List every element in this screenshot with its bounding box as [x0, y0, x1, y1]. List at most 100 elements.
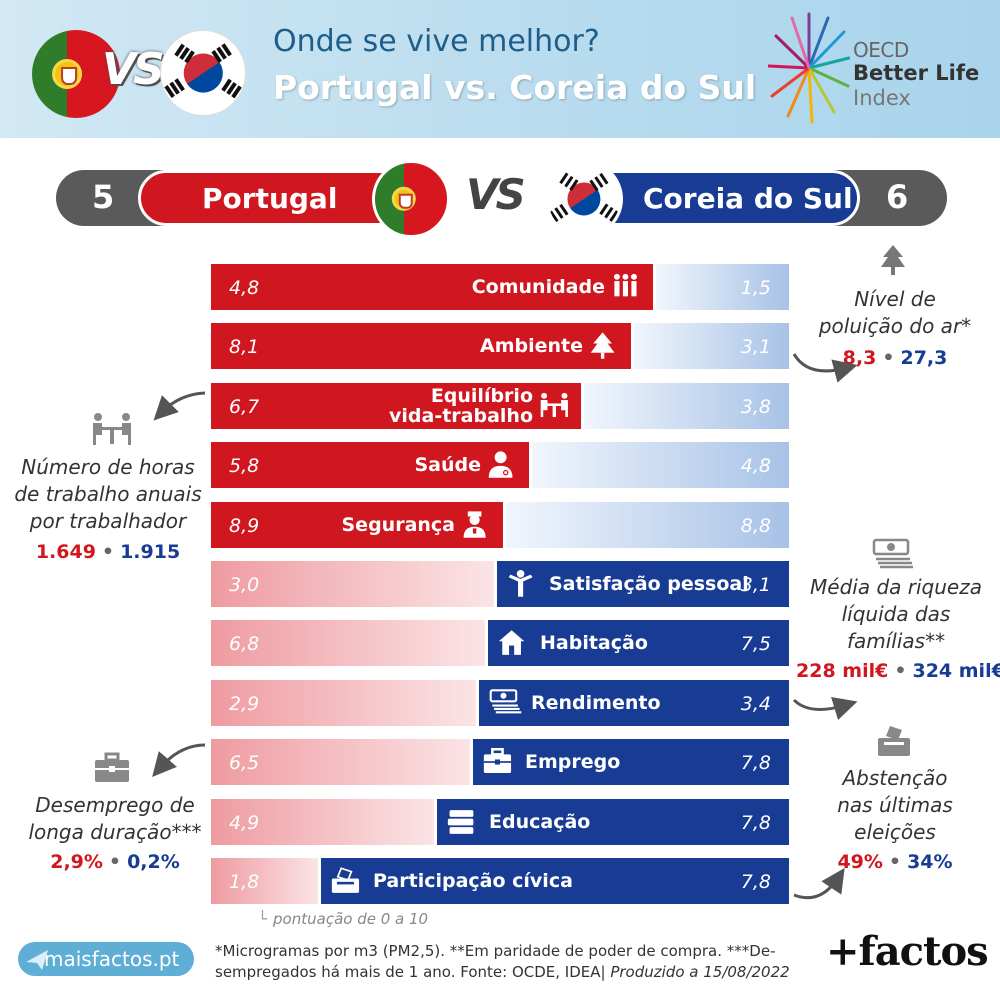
wealth-arrow	[792, 697, 858, 720]
tree-icon	[590, 332, 615, 360]
header-banner: VS Onde se vive melhor? Portugal vs. Cor…	[0, 0, 1000, 138]
category-label: Ambiente	[480, 335, 583, 358]
portugal-value: 4,8	[229, 277, 260, 299]
score-vs-label: VS	[466, 170, 526, 219]
abstention-label: Abstenção nas últimas eleições	[837, 766, 953, 844]
category-label: Educação	[489, 810, 591, 833]
korea-flag-icon	[545, 160, 623, 238]
portugal-value: 6,5	[229, 752, 260, 775]
category-label: Rendimento	[531, 691, 661, 714]
portugal-value: 6,7	[229, 395, 260, 418]
bar-row: 1,8 7,8 Participação cívica	[211, 858, 789, 904]
bar-row: 6,7 3,8 Equilíbrio vida-trabalho	[211, 382, 789, 429]
maisfactos-badge[interactable]	[18, 942, 194, 976]
police-icon	[463, 510, 486, 538]
category-label: Comunidade	[471, 276, 605, 298]
footnote: *Microgramas por m3 (PM2,5). **Em parida…	[215, 942, 790, 981]
portugal-team-label: Portugal	[202, 182, 338, 215]
money-icon	[489, 688, 522, 714]
index-label: Index	[853, 86, 911, 110]
category-label: Segurança	[341, 513, 456, 536]
portugal-value: 3,0	[229, 574, 260, 596]
oecd-burst-logo-icon	[768, 12, 850, 124]
better-life-label: Better Life	[853, 61, 980, 85]
portugal-bar	[211, 679, 479, 726]
bar-row: 6,5 7,8 Emprego	[211, 739, 789, 786]
work-hours-values: 1.649 • 1.915	[35, 541, 181, 563]
portugal-value: 2,9	[229, 692, 260, 715]
maisfactos-link[interactable]: maisfactos.pt	[44, 947, 180, 971]
briefcase-icon	[483, 748, 512, 774]
page-title: Portugal vs. Coreia do Sul	[273, 68, 757, 107]
korea-value: 4,8	[740, 455, 771, 478]
korea-bar	[653, 264, 789, 310]
korea-value: 8,8	[740, 514, 771, 537]
books-icon	[447, 809, 474, 834]
category-label: Equilíbrio vida-trabalho	[389, 384, 533, 427]
portugal-bar	[211, 798, 437, 845]
paper-plane-icon	[26, 950, 48, 970]
portugal-bar	[211, 620, 488, 667]
bar-row: 5,8 4,8 Saúde	[211, 442, 789, 489]
korea-value: 7,8	[740, 871, 771, 893]
portugal-bar	[211, 323, 631, 370]
pollution-arrow	[792, 353, 858, 383]
person-icon	[508, 569, 533, 597]
portugal-bar	[211, 739, 473, 786]
category-label: Satisfação pessoal	[549, 573, 749, 595]
portugal-score: 5	[92, 178, 115, 216]
korea-value: 7,8	[740, 752, 771, 775]
category-label: Participação cívica	[373, 870, 573, 892]
portugal-bar	[211, 442, 529, 489]
bar-row: 8,1 3,1 Ambiente	[211, 323, 789, 370]
meeting-icon	[540, 392, 568, 417]
wealth-label: Média da riqueza líquida das famílias**	[810, 575, 982, 653]
work-hours-arrow	[153, 391, 206, 421]
korea-bar	[581, 382, 789, 429]
portugal-bar	[211, 858, 321, 904]
korea-value: 1,5	[740, 277, 771, 299]
korea-bar	[503, 501, 789, 548]
page-subtitle: Onde se vive melhor?	[273, 24, 600, 59]
abstention-arrow	[793, 868, 845, 900]
korea-flag-icon	[160, 30, 246, 116]
oecd-label: OECD	[853, 38, 909, 62]
portugal-value: 8,9	[229, 514, 260, 537]
portugal-value: 5,8	[229, 455, 260, 478]
korea-bar	[529, 442, 789, 489]
meeting-icon	[93, 413, 131, 445]
tree-icon	[881, 245, 905, 275]
korea-value: 3,1	[740, 574, 771, 596]
portugal-value: 8,1	[229, 336, 260, 359]
portugal-value: 1,8	[229, 871, 260, 893]
portugal-value: 4,9	[229, 811, 260, 834]
category-label: Emprego	[525, 751, 621, 774]
bar-row: 8,9 8,8 Segurança	[211, 501, 789, 548]
portugal-value: 6,8	[229, 633, 260, 656]
ballot-icon	[878, 726, 910, 756]
korea-bar	[437, 798, 789, 845]
category-label: Habitação	[540, 632, 648, 655]
header-vs-label: VS	[102, 44, 165, 95]
bar-row: 4,8 1,5 Comunidade	[211, 264, 789, 310]
unemployment-label: Desemprego de longa duração***	[28, 793, 202, 844]
money-icon	[872, 538, 913, 569]
korea-bar	[497, 561, 789, 607]
abstention-values: 49% • 34%	[837, 851, 953, 873]
doctor-icon	[488, 451, 513, 478]
scale-note: └ pontuação de 0 a 10	[258, 910, 429, 928]
korea-value: 7,8	[740, 811, 771, 834]
korea-bar	[473, 739, 789, 786]
korea-bar	[631, 323, 789, 370]
korea-score: 6	[886, 178, 909, 216]
korea-value: 3,1	[740, 336, 771, 359]
unemployment-arrow	[152, 743, 206, 778]
korea-bar	[321, 858, 789, 904]
portugal-bar	[211, 561, 497, 607]
portugal-bar	[211, 382, 581, 429]
house-icon	[498, 630, 525, 656]
korea-team-label: Coreia do Sul	[643, 182, 853, 215]
wealth-values: 228 mil€ • 324 mil€	[796, 660, 1000, 682]
pollution-label: Nível de poluição do ar*	[818, 287, 972, 338]
people-icon	[613, 273, 637, 297]
